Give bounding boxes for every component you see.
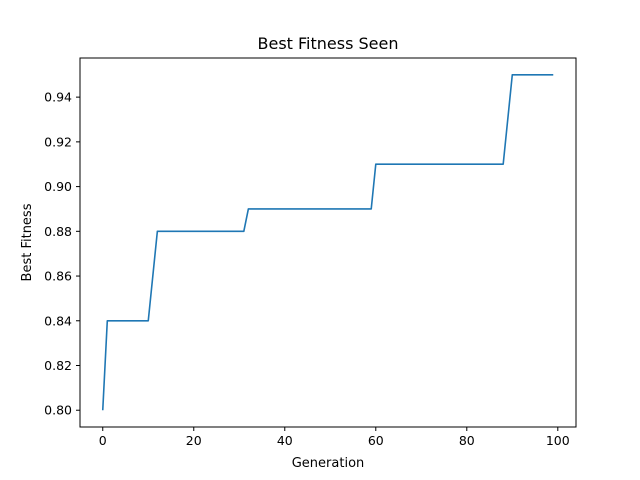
- y-tick-label: 0.94: [44, 90, 72, 105]
- y-axis: 0.80 0.82 0.84 0.86 0.88 0.90 0.92 0.94: [44, 90, 80, 418]
- chart-title: Best Fitness Seen: [258, 34, 399, 53]
- x-tick-label: 60: [368, 433, 384, 448]
- x-tick-label: 0: [99, 433, 107, 448]
- axes-frame: [79, 57, 577, 428]
- y-tick-label: 0.82: [44, 358, 72, 373]
- x-axis: 0 20 40 60 80 100: [99, 427, 570, 448]
- x-tick-label: 20: [186, 433, 202, 448]
- y-tick-label: 0.80: [44, 403, 72, 418]
- x-tick-label: 40: [277, 433, 293, 448]
- y-tick-label: 0.90: [44, 179, 72, 194]
- x-axis-label: Generation: [292, 456, 365, 471]
- x-tick-label: 100: [546, 433, 570, 448]
- series-line: [101, 73, 554, 411]
- y-tick-label: 0.84: [44, 313, 72, 328]
- y-tick-label: 0.88: [44, 224, 72, 239]
- x-tick-label: 80: [459, 433, 475, 448]
- y-tick-label: 0.92: [44, 134, 72, 149]
- y-axis-label: Best Fitness: [20, 203, 35, 281]
- y-tick-label: 0.86: [44, 269, 72, 284]
